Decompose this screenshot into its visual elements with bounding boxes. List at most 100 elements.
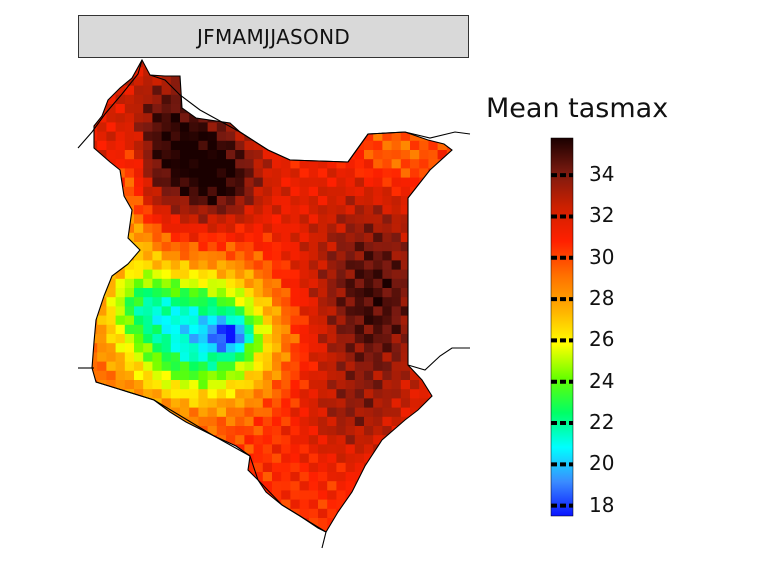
grid-cell bbox=[244, 315, 254, 326]
grid-cell bbox=[400, 472, 411, 482]
grid-cell bbox=[262, 380, 273, 390]
grid-cell bbox=[161, 196, 172, 206]
grid-cell bbox=[262, 416, 273, 427]
grid-cell bbox=[336, 334, 346, 344]
grid-cell bbox=[318, 177, 328, 188]
grid-cell bbox=[235, 269, 245, 280]
grid-cell bbox=[318, 260, 328, 270]
grid-cell bbox=[189, 60, 199, 68]
grid-cell bbox=[446, 398, 452, 408]
grid-cell bbox=[244, 104, 254, 114]
grid-cell bbox=[262, 435, 273, 445]
grid-cell bbox=[354, 186, 365, 197]
grid-cell bbox=[308, 113, 319, 123]
grid-cell bbox=[336, 490, 346, 500]
grid-cell bbox=[437, 398, 448, 408]
grid-cell bbox=[308, 315, 319, 326]
grid-cell bbox=[437, 251, 448, 261]
grid-cell bbox=[299, 315, 310, 326]
grid-cell bbox=[92, 177, 98, 188]
grid-cell bbox=[198, 343, 208, 353]
grid-cell bbox=[124, 518, 135, 528]
grid-cell bbox=[446, 407, 452, 418]
grid-cell bbox=[354, 453, 365, 464]
grid-cell bbox=[410, 67, 420, 77]
grid-cell bbox=[308, 223, 319, 234]
grid-cell bbox=[189, 306, 199, 316]
grid-cell bbox=[354, 334, 365, 344]
grid-cell bbox=[419, 140, 429, 151]
grid-cell bbox=[161, 186, 172, 197]
grid-cell bbox=[272, 85, 282, 96]
grid-cell bbox=[290, 499, 300, 510]
grid-cell bbox=[115, 196, 126, 206]
grid-cell bbox=[299, 113, 310, 123]
grid-cell bbox=[106, 76, 116, 86]
grid-cell bbox=[272, 343, 282, 353]
grid-cell bbox=[382, 214, 392, 224]
grid-cell bbox=[253, 140, 264, 151]
grid-cell bbox=[134, 122, 144, 132]
grid-cell bbox=[364, 186, 374, 197]
grid-cell bbox=[244, 352, 254, 362]
grid-cell bbox=[382, 481, 392, 491]
grid-cell bbox=[115, 94, 126, 105]
grid-cell bbox=[106, 352, 116, 362]
grid-cell bbox=[272, 242, 282, 252]
grid-cell bbox=[318, 140, 328, 151]
grid-cell bbox=[189, 518, 199, 528]
grid-cell bbox=[97, 159, 107, 169]
grid-cell bbox=[115, 242, 126, 252]
grid-cell bbox=[198, 85, 208, 96]
grid-cell bbox=[327, 251, 337, 261]
grid-cell bbox=[308, 196, 319, 206]
grid-cell bbox=[180, 536, 190, 546]
grid-cell bbox=[115, 352, 126, 362]
grid-cell bbox=[290, 370, 300, 381]
grid-cell bbox=[400, 196, 411, 206]
grid-cell bbox=[262, 104, 273, 114]
grid-cell bbox=[428, 490, 438, 500]
grid-cell bbox=[419, 334, 429, 344]
grid-cell bbox=[327, 113, 337, 123]
grid-cell bbox=[262, 232, 273, 243]
grid-cell bbox=[364, 214, 374, 224]
grid-cell bbox=[143, 214, 153, 224]
grid-cell bbox=[290, 462, 300, 473]
grid-cell bbox=[124, 232, 135, 243]
grid-cell bbox=[437, 288, 448, 298]
grid-cell bbox=[419, 94, 429, 105]
grid-cell bbox=[290, 361, 300, 372]
grid-cell bbox=[290, 232, 300, 243]
grid-cell bbox=[382, 85, 392, 96]
grid-cell bbox=[216, 380, 227, 390]
grid-cell bbox=[143, 361, 153, 372]
grid-cell bbox=[437, 205, 448, 215]
grid-cell bbox=[299, 361, 310, 372]
grid-cell bbox=[308, 499, 319, 510]
grid-cell bbox=[318, 168, 328, 178]
grid-cell bbox=[216, 343, 227, 353]
grid-cell bbox=[308, 168, 319, 178]
grid-cell bbox=[391, 435, 402, 445]
grid-cell bbox=[373, 113, 383, 123]
grid-cell bbox=[336, 518, 346, 528]
grid-cell bbox=[253, 527, 264, 532]
grid-cell bbox=[419, 462, 429, 473]
grid-cell bbox=[272, 426, 282, 436]
grid-cell bbox=[106, 122, 116, 132]
grid-cell bbox=[207, 205, 218, 215]
grid-cell bbox=[92, 260, 98, 270]
grid-cell bbox=[92, 214, 98, 224]
grid-cell bbox=[364, 306, 374, 316]
grid-cell bbox=[170, 518, 181, 528]
grid-cell bbox=[428, 426, 438, 436]
grid-cell bbox=[180, 324, 190, 335]
grid-cell bbox=[364, 315, 374, 326]
grid-cell bbox=[290, 398, 300, 408]
grid-cell bbox=[189, 334, 199, 344]
grid-cell bbox=[161, 527, 172, 532]
grid-cell bbox=[281, 426, 291, 436]
grid-cell bbox=[336, 122, 346, 132]
grid-cell bbox=[134, 343, 144, 353]
